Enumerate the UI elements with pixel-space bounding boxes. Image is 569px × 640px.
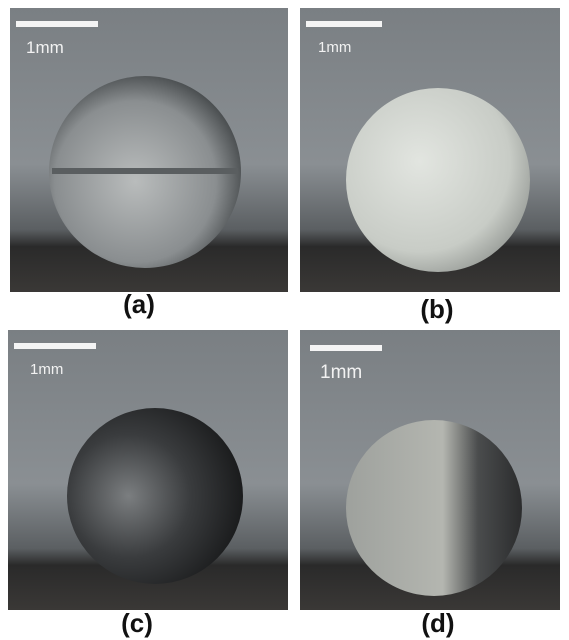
- figure: 1mm (a) 1mm (b) 1mm (c) 1mm (d): [0, 0, 569, 640]
- panel-label: (d): [421, 608, 454, 638]
- page: 1mm (a) 1mm (b) 1mm (c) 1mm (d) (() => {…: [0, 0, 569, 640]
- panel-b: 1mm (b): [300, 8, 560, 324]
- scale-label: 1mm: [320, 362, 362, 383]
- scale-label: 1mm: [318, 39, 351, 56]
- reflection: [52, 168, 238, 174]
- droplet: [346, 420, 522, 596]
- panel-c: 1mm (c): [8, 330, 288, 638]
- panel-label: (c): [121, 608, 153, 638]
- panel-label: (b): [420, 294, 453, 324]
- scale-label: 1mm: [30, 361, 63, 378]
- scale-label: 1mm: [26, 38, 64, 57]
- droplet: [67, 408, 243, 584]
- panel-d: 1mm (d): [300, 330, 560, 638]
- droplet: [346, 88, 530, 272]
- panel-label: (a): [123, 289, 155, 319]
- panel-a: 1mm (a): [10, 8, 288, 319]
